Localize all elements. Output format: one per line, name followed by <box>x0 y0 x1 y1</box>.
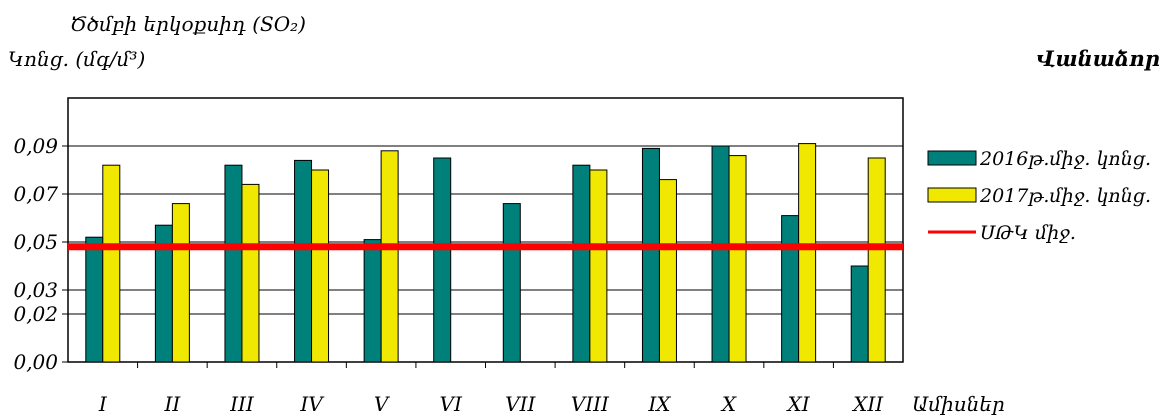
bar-series1 <box>363 239 382 363</box>
bar-series2 <box>241 183 260 363</box>
x-axis-label: Ամիսներ <box>912 392 1005 416</box>
legend-label: 2017թ.միջ. կոնց. <box>979 185 1151 207</box>
x-tick-label: VIII <box>571 392 610 416</box>
y-tick-label: 0,00 <box>13 350 58 374</box>
bar-series2 <box>171 203 190 363</box>
y-axis-label: Կոնց. (մգ/մ³) <box>8 47 145 71</box>
bar-series1 <box>294 159 313 363</box>
station-name: Վանաձոր <box>1036 46 1160 71</box>
chart-title: Ծծմբի երկօքսիդ (SO₂) <box>70 12 306 36</box>
x-tick-label: II <box>163 392 181 416</box>
bar-series1 <box>850 265 869 363</box>
chart-legend: 2016թ.միջ. կոնց. 2017թ.միջ. կոնց. ՍԹԿ միջ. <box>927 148 1151 244</box>
bar-series2 <box>380 150 399 363</box>
x-tick-label: X <box>720 392 737 416</box>
bar-series2 <box>658 179 677 363</box>
bar-series1 <box>433 157 452 363</box>
legend-swatch <box>927 150 977 166</box>
x-tick-label: V <box>374 392 391 416</box>
bar-series1 <box>502 203 521 363</box>
bar-series1 <box>572 164 591 363</box>
bar-series1 <box>224 164 243 363</box>
y-tick-label: 0,07 <box>13 182 58 206</box>
bar-series2 <box>311 169 330 363</box>
y-tick-label: 0,05 <box>13 230 58 254</box>
y-tick-label: 0,02 <box>13 302 58 326</box>
bar-series2 <box>589 169 608 363</box>
bar-series1 <box>641 147 660 363</box>
bar-series2 <box>728 155 747 363</box>
bar-series1 <box>711 145 730 363</box>
x-tick-label: I <box>98 392 108 416</box>
bar-series2 <box>867 157 886 363</box>
x-tick-label: XII <box>851 392 884 416</box>
y-tick-label: 0,09 <box>13 134 58 158</box>
legend-label: 2016թ.միջ. կոնց. <box>979 148 1151 170</box>
bar-series2 <box>102 164 121 363</box>
x-tick-label: IV <box>299 392 325 416</box>
plot-area: 0,000,020,030,050,070,09I II III IV V VI VII VI… <box>13 97 904 416</box>
x-tick-label: III <box>229 392 255 416</box>
x-tick-label: VI <box>440 392 463 416</box>
legend-swatch <box>927 187 977 203</box>
x-tick-label: IX <box>647 392 671 416</box>
y-tick-label: 0,03 <box>13 278 58 302</box>
legend-label: ՍԹԿ միջ. <box>980 222 1076 244</box>
bar-series1 <box>85 236 104 363</box>
x-tick-label: XI <box>786 392 811 416</box>
x-tick-label: VII <box>505 392 536 416</box>
bar-series2 <box>798 143 817 363</box>
bar-series1 <box>781 215 800 363</box>
plot-frame <box>67 97 904 363</box>
